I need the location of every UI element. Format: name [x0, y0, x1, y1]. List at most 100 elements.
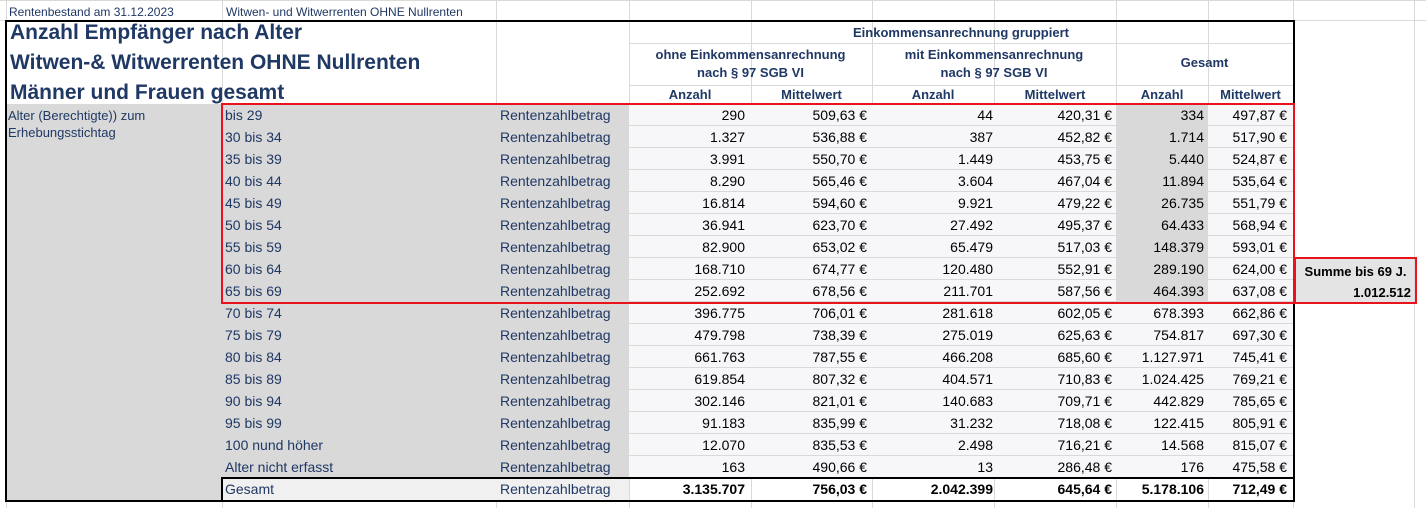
- anzahl-mit-cell: 281.618: [942, 305, 993, 321]
- title-line-3: Männer und Frauen gesamt: [10, 81, 285, 104]
- header-mit: mit Einkommensanrechnung nach § 97 SGB V…: [904, 47, 1084, 80]
- anzahl-gesamt-cell: 5.440: [1168, 151, 1204, 167]
- table-row: 100 nund höher Rentenzahlbetrag 12.070 835,…: [222, 434, 1293, 456]
- anzahl-mit-cell: 120.480: [942, 261, 993, 277]
- value-type-label: Rentenzahlbetrag: [500, 129, 611, 145]
- age-group-label: 65 bis 69: [225, 283, 282, 299]
- value-type-label: Rentenzahlbetrag: [500, 393, 611, 409]
- age-group-label: 40 bis 44: [225, 173, 282, 189]
- value-type-label: Rentenzahlbetrag: [500, 239, 611, 255]
- anzahl-gesamt-cell: 26.735: [1161, 195, 1204, 211]
- mittelwert-gesamt-cell: 524,87 €: [1232, 151, 1288, 167]
- age-group-label: 50 bis 54: [225, 217, 282, 233]
- header-mittelwert-3: Mittelwert: [1220, 87, 1281, 102]
- anzahl-ohne-cell: 8.290: [709, 173, 745, 189]
- total-mittelwert-mit: 645,64 €: [1057, 481, 1113, 497]
- table-row: 70 bis 74 Rentenzahlbetrag 396.775 706,01 €…: [222, 302, 1293, 324]
- age-group-label: 90 bis 94: [225, 393, 282, 409]
- value-type-label: Rentenzahlbetrag: [500, 305, 611, 321]
- gesamt-highlight: [1116, 104, 1208, 302]
- anzahl-gesamt-cell: 1.024.425: [1141, 371, 1204, 387]
- value-type-label: Rentenzahlbetrag: [500, 349, 611, 365]
- summary-fill: [1296, 259, 1414, 302]
- mittelwert-gesamt-cell: 805,91 €: [1232, 415, 1288, 431]
- gridline: [0, 0, 1426, 1]
- mittelwert-gesamt-cell: 637,08 €: [1232, 283, 1288, 299]
- mittelwert-ohne-cell: 706,01 €: [812, 305, 868, 321]
- mittelwert-ohne-cell: 738,39 €: [812, 327, 868, 343]
- total-anzahl-mit: 2.042.399: [930, 481, 993, 497]
- mittelwert-mit-cell: 453,75 €: [1057, 151, 1113, 167]
- mittelwert-gesamt-cell: 475,58 €: [1232, 459, 1288, 475]
- header-ohne: ohne Einkommensanrechnung nach § 97 SGB …: [655, 47, 846, 80]
- gridline: [1293, 0, 1294, 508]
- anzahl-mit-cell: 13: [977, 459, 993, 475]
- mittelwert-gesamt-cell: 815,07 €: [1232, 437, 1288, 453]
- anzahl-ohne-cell: 396.775: [694, 305, 745, 321]
- anzahl-ohne-cell: 36.941: [702, 217, 745, 233]
- mittelwert-gesamt-cell: 593,01 €: [1232, 239, 1288, 255]
- anzahl-gesamt-cell: 14.568: [1161, 437, 1204, 453]
- mittelwert-mit-cell: 709,71 €: [1057, 393, 1113, 409]
- table-row: 55 bis 59 Rentenzahlbetrag 82.900 653,02 € 6…: [222, 236, 1293, 258]
- side-fill: [6, 104, 222, 500]
- table-row: 80 bis 84 Rentenzahlbetrag 661.763 787,55 €…: [222, 346, 1293, 368]
- total-label: Gesamt: [225, 481, 275, 497]
- value-type-label: Rentenzahlbetrag: [500, 437, 611, 453]
- anzahl-mit-cell: 387: [969, 129, 993, 145]
- mittelwert-mit-cell: 685,60 €: [1057, 349, 1113, 365]
- value-type-label: Rentenzahlbetrag: [500, 195, 611, 211]
- mittelwert-ohne-cell: 835,99 €: [812, 415, 868, 431]
- anzahl-mit-cell: 31.232: [950, 415, 993, 431]
- value-type-label: Rentenzahlbetrag: [500, 107, 611, 123]
- anzahl-mit-cell: 1.449: [957, 151, 993, 167]
- value-type-label: Rentenzahlbetrag: [500, 459, 611, 475]
- header-mittelwert-2: Mittelwert: [1024, 87, 1086, 102]
- anzahl-gesamt-cell: 442.829: [1153, 393, 1204, 409]
- anzahl-gesamt-cell: 1.127.971: [1141, 349, 1204, 365]
- anzahl-mit-cell: 9.921: [957, 195, 993, 211]
- table-row: 65 bis 69 Rentenzahlbetrag 252.692 678,56 €…: [222, 280, 1293, 302]
- mittelwert-gesamt-cell: 551,79 €: [1232, 195, 1288, 211]
- mittelwert-mit-cell: 710,83 €: [1057, 371, 1113, 387]
- anzahl-gesamt-cell: 176: [1180, 459, 1204, 475]
- age-group-label: 80 bis 84: [225, 349, 282, 365]
- header-anzahl-1: Anzahl: [668, 87, 712, 102]
- mittelwert-ohne-cell: 674,77 €: [812, 261, 868, 277]
- header-anzahl-3: Anzahl: [1140, 87, 1184, 102]
- age-group-label: 55 bis 59: [225, 239, 282, 255]
- total-anzahl-ohne: 3.135.707: [682, 481, 745, 497]
- anzahl-gesamt-cell: 11.894: [1162, 173, 1204, 189]
- table-row: 50 bis 54 Rentenzahlbetrag 36.941 623,70 € 2…: [222, 214, 1293, 236]
- age-group-label: 75 bis 79: [225, 327, 282, 343]
- anzahl-gesamt-cell: 64.433: [1161, 217, 1204, 233]
- mittelwert-mit-cell: 602,05 €: [1057, 305, 1113, 321]
- age-group-label: bis 29: [225, 107, 263, 123]
- value-type-label: Rentenzahlbetrag: [500, 327, 611, 343]
- mittelwert-mit-cell: 718,08 €: [1057, 415, 1113, 431]
- anzahl-ohne-cell: 290: [721, 107, 745, 123]
- table-row: 90 bis 94 Rentenzahlbetrag 302.146 821,01 €…: [222, 390, 1293, 412]
- mittelwert-mit-cell: 420,31 €: [1057, 107, 1113, 123]
- anzahl-ohne-cell: 12.070: [702, 437, 745, 453]
- anzahl-mit-cell: 65.479: [950, 239, 993, 255]
- table-row: 60 bis 64 Rentenzahlbetrag 168.710 674,77 €…: [222, 258, 1293, 280]
- anzahl-mit-cell: 2.498: [957, 437, 993, 453]
- mittelwert-ohne-cell: 594,60 €: [812, 195, 868, 211]
- table-row: 45 bis 49 Rentenzahlbetrag 16.814 594,60 € 9…: [222, 192, 1293, 214]
- table-row: 75 bis 79 Rentenzahlbetrag 479.798 738,39 €…: [222, 324, 1293, 346]
- anzahl-ohne-cell: 661.763: [694, 349, 745, 365]
- mittelwert-ohne-cell: 653,02 €: [812, 239, 868, 255]
- age-group-label: 100 nund höher: [225, 437, 324, 453]
- mittelwert-mit-cell: 467,04 €: [1057, 173, 1113, 189]
- age-group-label: 45 bis 49: [225, 195, 282, 211]
- anzahl-mit-cell: 3.604: [957, 173, 993, 189]
- mittelwert-ohne-cell: 490,66 €: [812, 459, 868, 475]
- anzahl-ohne-cell: 3.991: [709, 151, 745, 167]
- header-gesamt: Gesamt: [1180, 55, 1229, 70]
- age-group-label: 95 bis 99: [225, 415, 282, 431]
- mittelwert-mit-cell: 452,82 €: [1057, 129, 1113, 145]
- mittelwert-mit-cell: 495,37 €: [1057, 217, 1113, 233]
- anzahl-mit-cell: 140.683: [942, 393, 993, 409]
- mittelwert-ohne-cell: 807,32 €: [812, 371, 868, 387]
